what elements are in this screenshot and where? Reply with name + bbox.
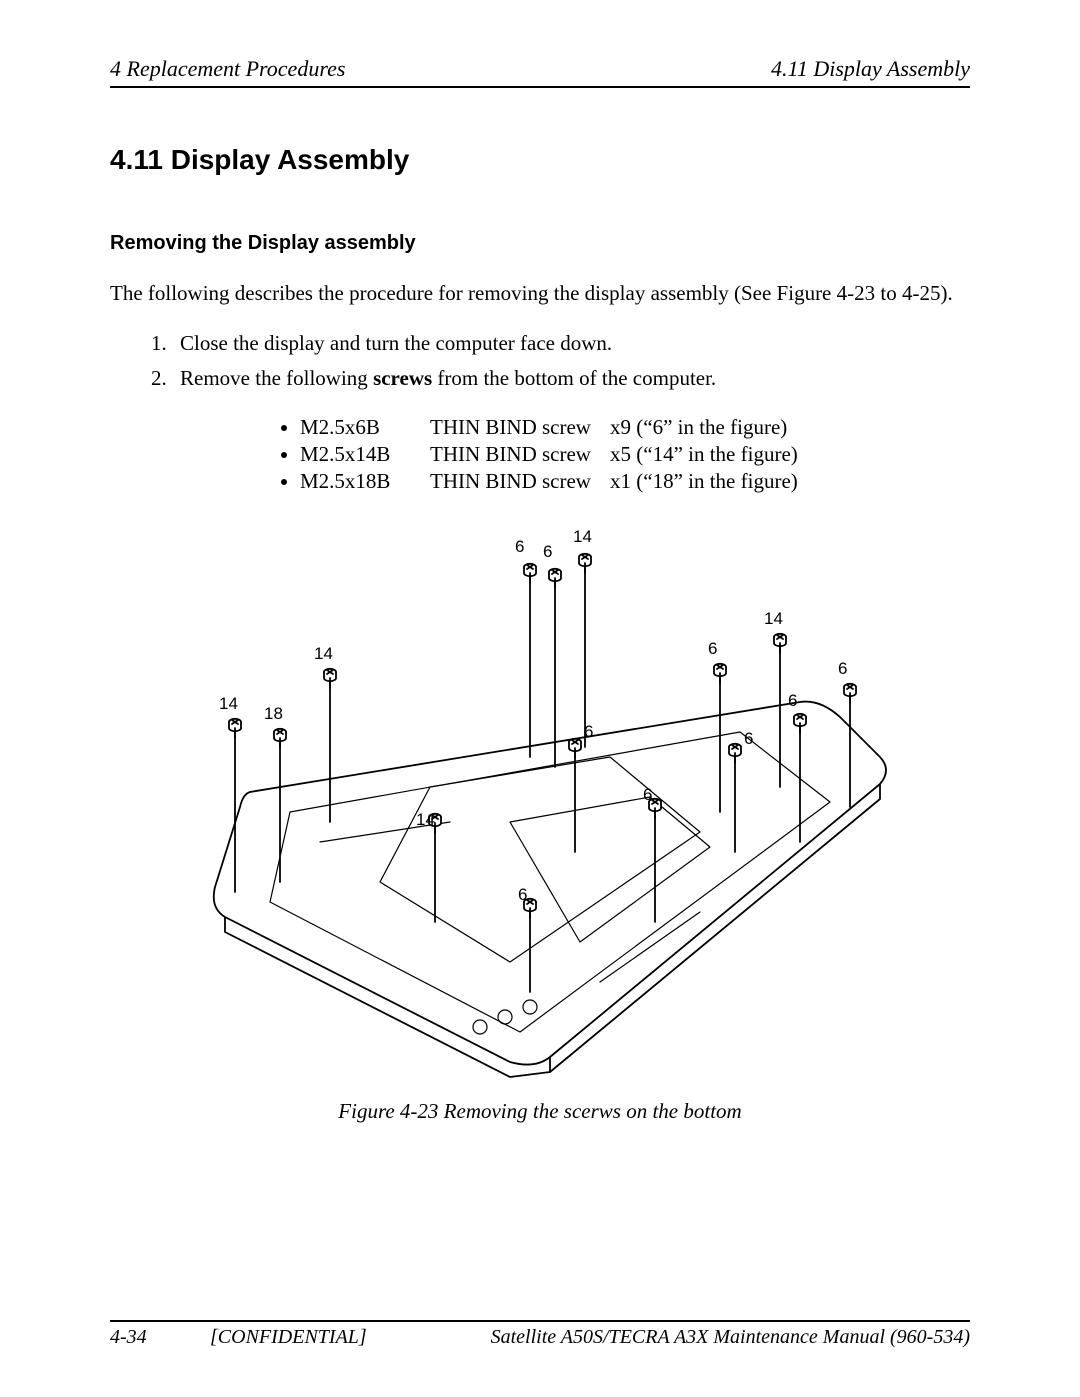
screw-label: 6 [838, 659, 847, 678]
screw-label: 6 [543, 542, 552, 561]
screw-type: THIN BIND screw [430, 469, 610, 494]
screw-row-1: M2.5x6B THIN BIND screw x9 (“6” in the f… [300, 415, 970, 440]
screw-label: 6 [708, 639, 717, 658]
footer-confidential: [CONFIDENTIAL] [210, 1326, 430, 1349]
screw-label: 6 [788, 691, 797, 710]
screw-label: 6 [584, 722, 593, 741]
screw-label: 14 [764, 609, 783, 628]
screw-type: THIN BIND screw [430, 415, 610, 440]
section-title: 4.11 Display Assembly [110, 144, 970, 176]
screw-row-3: M2.5x18B THIN BIND screw x1 (“18” in the… [300, 469, 970, 494]
header-right: 4.11 Display Assembly [771, 56, 970, 82]
intro-paragraph: The following describes the procedure fo… [110, 279, 970, 307]
screw-qty: x9 (“6” in the figure) [610, 415, 850, 440]
figure-caption: Figure 4-23 Removing the scerws on the b… [110, 1099, 970, 1124]
header-left: 4 Replacement Procedures [110, 56, 345, 82]
screw-label: 6 [643, 785, 652, 804]
screw-spec-list: M2.5x6B THIN BIND screw x9 (“6” in the f… [110, 415, 970, 494]
page: 4 Replacement Procedures 4.11 Display As… [0, 0, 1080, 1397]
screw-label: 14 [573, 527, 592, 546]
footer-page: 4-34 [110, 1326, 210, 1349]
screw-qty: x5 (“14” in the figure) [610, 442, 850, 467]
screw-row-2: M2.5x14B THIN BIND screw x5 (“14” in the… [300, 442, 970, 467]
screw-label: 14 [219, 694, 238, 713]
step-2-prefix: Remove the following [180, 366, 373, 390]
screw-label: 14 [416, 810, 435, 829]
screw-qty: x1 (“18” in the figure) [610, 469, 850, 494]
screw-spec: M2.5x14B [300, 442, 430, 467]
screw-label: 6 [744, 729, 753, 748]
step-1: Close the display and turn the computer … [172, 331, 970, 356]
screw-spec: M2.5x6B [300, 415, 430, 440]
footer-manual: Satellite A50S/TECRA A3X Maintenance Man… [430, 1326, 970, 1349]
page-footer: 4-34 [CONFIDENTIAL] Satellite A50S/TECRA… [110, 1320, 970, 1349]
step-2-suffix: from the bottom of the computer. [432, 366, 716, 390]
screw-type: THIN BIND screw [430, 442, 610, 467]
screw-label: 6 [515, 537, 524, 556]
procedure-steps: Close the display and turn the computer … [110, 331, 970, 391]
laptop-bottom-diagram: 6 6 14 14 6 6 6 14 14 [180, 522, 900, 1082]
screw-label: 18 [264, 704, 283, 723]
step-2-bold: screws [373, 366, 432, 390]
screw-label: 14 [314, 644, 333, 663]
step-2: Remove the following screws from the bot… [172, 366, 970, 391]
figure-4-23: 6 6 14 14 6 6 6 14 14 [110, 522, 970, 1124]
screw-label: 6 [518, 885, 527, 904]
laptop-case-icon [214, 702, 886, 1077]
page-header: 4 Replacement Procedures 4.11 Display As… [110, 56, 970, 88]
screw-spec: M2.5x18B [300, 469, 430, 494]
subsection-heading: Removing the Display assembly [110, 232, 970, 255]
